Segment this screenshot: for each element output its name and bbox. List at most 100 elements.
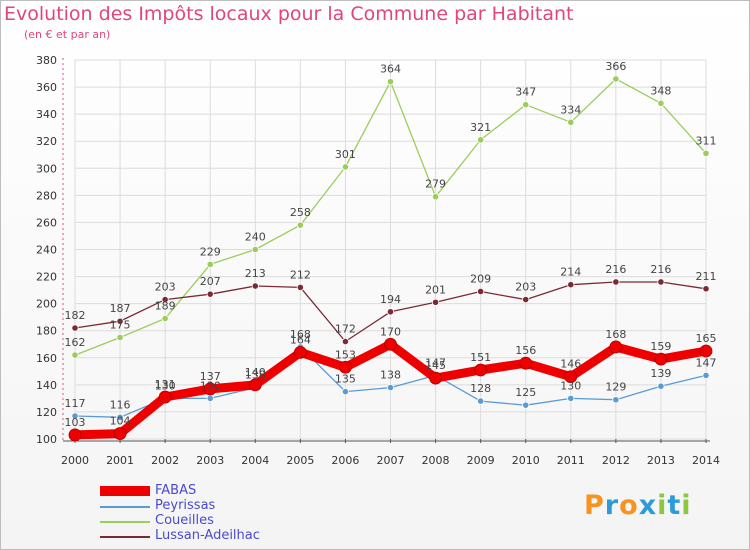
- data-label-peyrissas: 130: [200, 379, 221, 392]
- data-label-fabas: 103: [65, 416, 86, 429]
- point-peyrissas: [71, 412, 79, 420]
- point-peyrissas: [116, 413, 124, 421]
- point-coueilles: [71, 351, 79, 359]
- data-label-fabas: 146: [560, 358, 581, 371]
- x-tick-label: 2010: [512, 454, 540, 467]
- data-label-coueilles: 240: [245, 231, 266, 244]
- logo-letter: P: [584, 490, 605, 521]
- data-label-coueilles: 279: [425, 178, 446, 191]
- data-label-coueilles: 175: [110, 318, 131, 331]
- point-fabas: [158, 390, 172, 404]
- legend-label-peyrissas: Peyrissas: [155, 498, 216, 513]
- data-label-lussan-adeilhac: 214: [560, 266, 581, 279]
- data-label-coueilles: 301: [335, 148, 356, 161]
- data-label-fabas: 151: [470, 351, 491, 364]
- data-label-lussan-adeilhac: 212: [290, 268, 311, 281]
- data-label-peyrissas: 147: [425, 356, 446, 369]
- point-fabas: [293, 345, 307, 359]
- x-tick-label: 2014: [692, 454, 720, 467]
- series-lines: [68, 75, 713, 442]
- logo-letter: o: [619, 490, 639, 521]
- y-tick-label: 160: [36, 352, 57, 365]
- point-lussan-adeilhac: [477, 287, 485, 296]
- point-fabas: [699, 344, 713, 358]
- y-tick-label: 240: [36, 244, 57, 257]
- legend-swatch-peyrissas: [100, 506, 150, 508]
- data-label-fabas: 140: [245, 366, 266, 379]
- point-lussan-adeilhac: [386, 308, 395, 316]
- data-label-coueilles: 364: [380, 63, 401, 76]
- x-tick-label: 2007: [377, 454, 405, 467]
- data-labels: 117 116 130 130 138 168 135 138 147 128 125 130 129 1…: [65, 60, 717, 429]
- data-label-coueilles: 311: [696, 134, 717, 147]
- data-label-lussan-adeilhac: 194: [380, 293, 401, 306]
- y-tick-label: 260: [36, 216, 57, 229]
- point-fabas: [203, 382, 217, 396]
- chart-title: Evolution des Impôts locaux pour la Comm…: [4, 3, 574, 25]
- legend-swatch-lussan-adeilhac: [100, 536, 150, 538]
- point-coueilles: [341, 163, 350, 171]
- point-coueilles: [612, 75, 620, 83]
- y-tick-label: 140: [36, 379, 57, 392]
- axes: 100 120 140 160 180 200 220 240 260 280 300 320 340 3…: [36, 54, 720, 467]
- point-lussan-adeilhac: [71, 324, 79, 332]
- legend-item-fabas: FABAS: [100, 483, 320, 499]
- logo-letter: i: [681, 490, 692, 521]
- point-lussan-adeilhac: [702, 285, 710, 293]
- point-lussan-adeilhac: [161, 295, 169, 304]
- data-label-peyrissas: 116: [110, 398, 131, 411]
- x-tick-label: 2008: [422, 454, 450, 467]
- x-tick-label: 2000: [61, 454, 89, 467]
- point-lussan-adeilhac: [296, 283, 304, 291]
- data-label-coueilles: 189: [155, 300, 176, 313]
- point-coueilles: [116, 333, 124, 342]
- legend-item-lussan-adeilhac: Lussan-Adeilhac: [100, 528, 320, 544]
- x-tick-label: 2013: [647, 454, 675, 467]
- y-tick-label: 320: [36, 135, 57, 148]
- data-label-lussan-adeilhac: 211: [696, 270, 717, 283]
- data-label-coueilles: 366: [605, 60, 626, 73]
- data-label-fabas: 168: [605, 328, 626, 341]
- point-coueilles: [206, 260, 214, 268]
- point-coueilles: [296, 221, 304, 229]
- data-label-lussan-adeilhac: 187: [110, 302, 131, 315]
- x-tick-label: 2011: [557, 454, 585, 467]
- point-lussan-adeilhac: [612, 278, 620, 286]
- legend-label-lussan-adeilhac: Lussan-Adeilhac: [155, 528, 260, 543]
- data-label-lussan-adeilhac: 213: [245, 267, 266, 280]
- point-peyrissas: [612, 396, 620, 404]
- y-tick-label: 340: [36, 108, 57, 121]
- point-fabas: [384, 337, 397, 351]
- point-peyrissas: [522, 401, 530, 409]
- data-label-peyrissas: 117: [65, 397, 86, 410]
- data-label-coueilles: 229: [200, 245, 221, 258]
- point-peyrissas: [477, 397, 485, 405]
- x-tick-label: 2001: [106, 454, 134, 467]
- data-label-coueilles: 347: [515, 86, 536, 99]
- data-label-peyrissas: 128: [470, 382, 491, 395]
- point-lussan-adeilhac: [567, 281, 575, 289]
- legend-swatch-fabas: [100, 486, 150, 496]
- point-lussan-adeilhac: [341, 337, 350, 346]
- x-tick-label: 2002: [151, 454, 179, 467]
- legend-label-fabas: FABAS: [155, 483, 197, 498]
- x-tick-label: 2009: [467, 454, 495, 467]
- data-label-peyrissas: 147: [696, 356, 717, 369]
- logo-letter: r: [604, 490, 620, 521]
- data-label-coueilles: 334: [560, 103, 581, 116]
- data-label-fabas: 131: [155, 378, 176, 391]
- data-label-coueilles: 348: [650, 84, 671, 97]
- legend-item-peyrissas: Peyrissas: [100, 498, 320, 514]
- data-label-fabas: 153: [335, 348, 356, 361]
- point-coueilles: [161, 314, 169, 323]
- data-label-lussan-adeilhac: 216: [650, 263, 671, 276]
- y-tick-label: 220: [36, 271, 57, 284]
- point-coueilles: [251, 245, 259, 254]
- legend-label-coueilles: Coueilles: [155, 513, 214, 528]
- data-label-fabas: 137: [200, 370, 221, 383]
- point-coueilles: [657, 99, 665, 107]
- y-tick-label: 180: [36, 325, 57, 338]
- point-fabas: [68, 428, 82, 442]
